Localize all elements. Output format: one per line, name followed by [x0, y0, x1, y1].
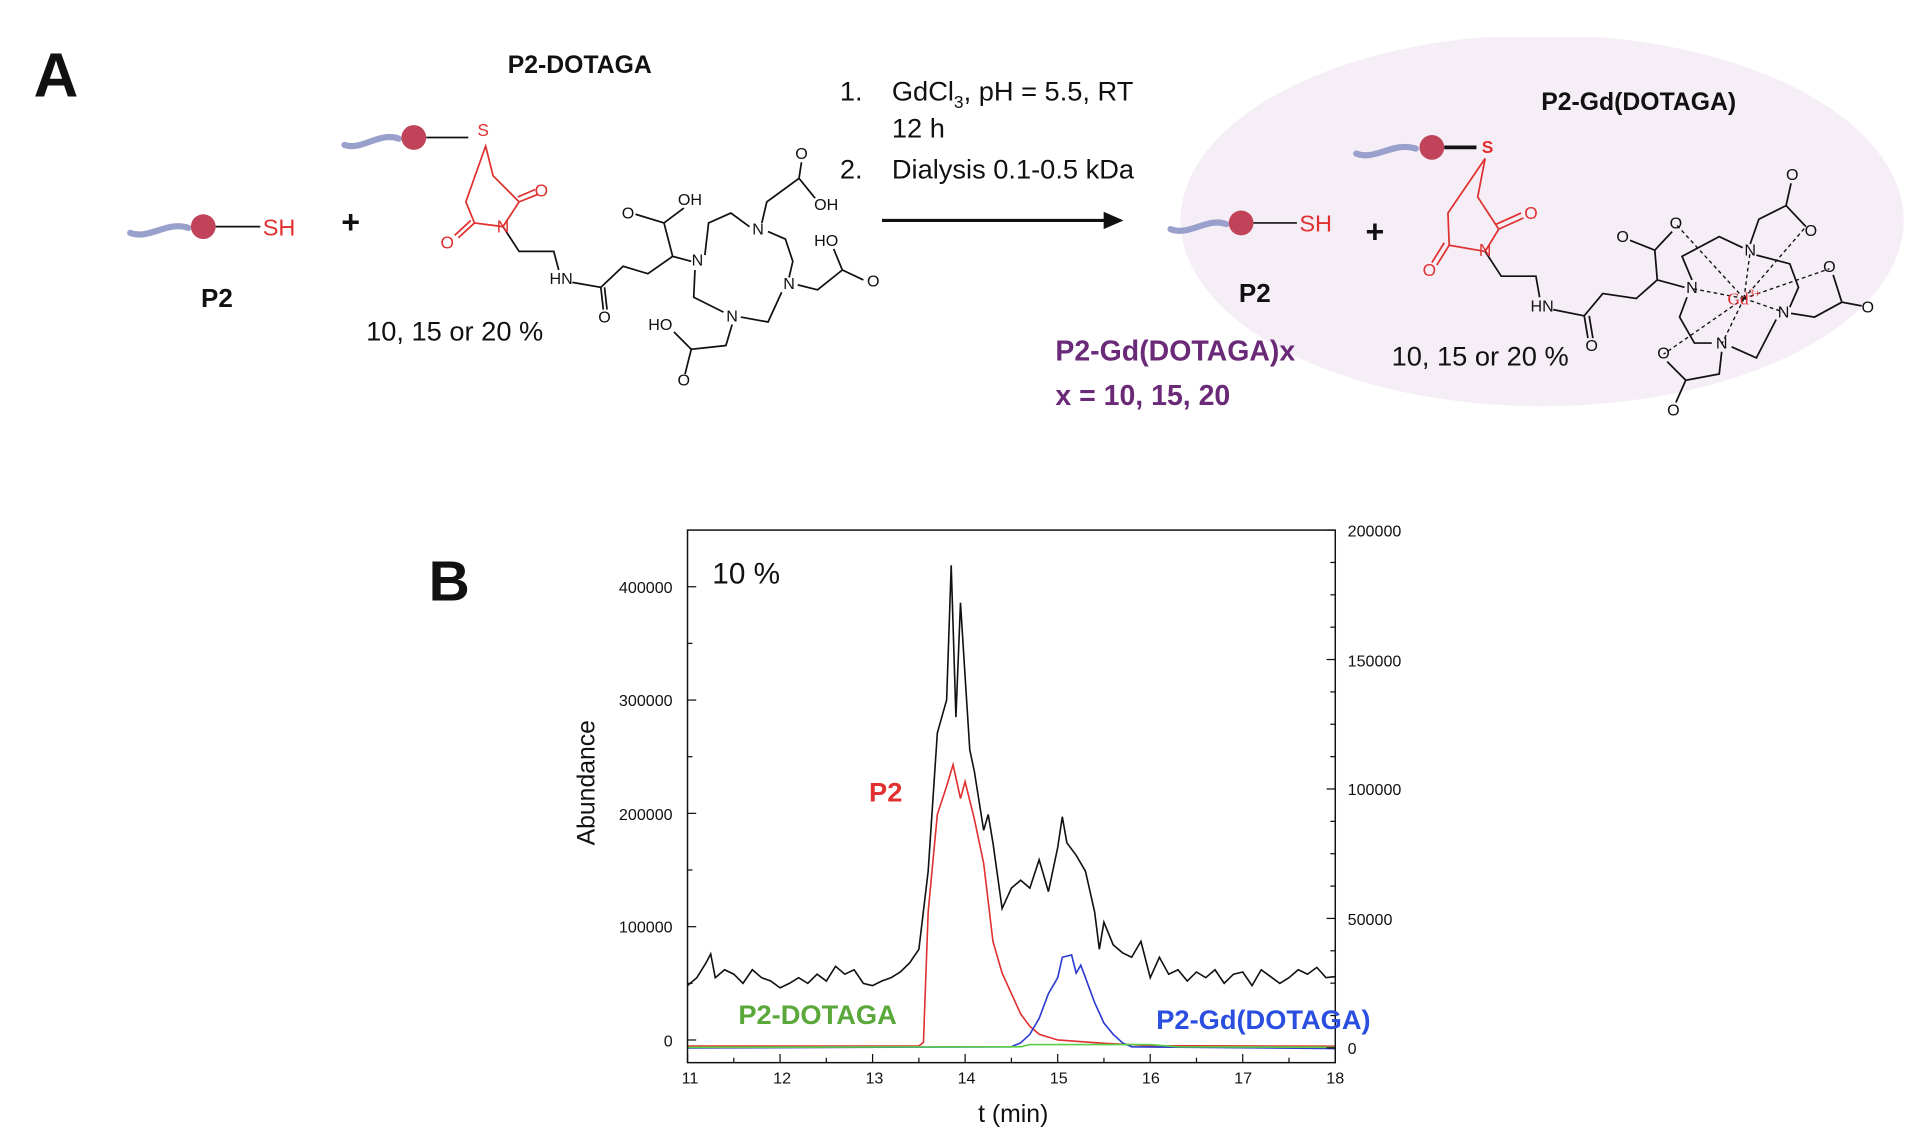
dotaga-title: P2-DOTAGA	[508, 52, 652, 79]
atom-label: N	[726, 307, 738, 325]
ticks-layer	[686, 529, 1336, 1063]
step1-text: GdCl3, pH = 5.5, RT	[892, 75, 1134, 111]
x-tick-label: 17	[1234, 1070, 1252, 1088]
y-right-tick-label: 200000	[1348, 522, 1402, 540]
atom-label: S	[1482, 137, 1494, 157]
panel-a-label: A	[34, 42, 79, 111]
atom-label: O	[535, 181, 548, 201]
series-line-2	[687, 954, 1336, 1050]
atom-label: HN	[1530, 297, 1553, 315]
y-left-tick-label: 0	[664, 1033, 673, 1051]
x-tick-label: 12	[773, 1070, 791, 1088]
y-axis-title: Abundance	[574, 720, 601, 845]
p2-gd-dotaga-structure: S O N O HN O O O N N N N O O O O O O Gd3…	[1353, 134, 1875, 419]
step1-time: 12 h	[892, 112, 945, 143]
y-left-tick-label: 300000	[619, 692, 673, 710]
atom-label: O	[678, 372, 691, 390]
atom-label: O	[1524, 203, 1537, 223]
atom-label: OH	[678, 191, 702, 209]
atom-label: O	[622, 205, 635, 223]
y-left-tick-label: 200000	[619, 806, 673, 824]
atom-label: N	[1744, 242, 1756, 260]
atom-label: N	[1479, 240, 1492, 260]
p2-dotaga-structure: S O N O HN O O OH N N N N O OH O HO O HO	[341, 120, 880, 390]
x-tick-label: 14	[958, 1070, 976, 1088]
atom-label: S	[477, 120, 489, 140]
y-right-tick-label: 100000	[1348, 781, 1402, 799]
series-layer	[687, 565, 1336, 1050]
reaction-conditions: 1. GdCl3, pH = 5.5, RT 12 h 2. Dialysis …	[840, 75, 1135, 184]
step2-text: Dialysis 0.1-0.5 kDa	[892, 153, 1135, 184]
atom-label: O	[1616, 228, 1629, 246]
atom-label: HO	[648, 316, 672, 334]
atom-label: O	[1862, 299, 1875, 317]
sh-label: SH	[1299, 211, 1332, 237]
x-tick-label: 15	[1050, 1070, 1068, 1088]
product-title: P2-Gd(DOTAGA)	[1541, 89, 1736, 116]
plot-frame	[686, 529, 1337, 1064]
series-line-3	[687, 1043, 1336, 1049]
percent-label: 10, 15 or 20 %	[366, 316, 543, 347]
polymer-chain	[127, 223, 192, 238]
atom-label: N	[497, 216, 510, 236]
step-number: 1.	[840, 75, 863, 106]
atom-label: N	[692, 252, 704, 270]
atom-label: O	[1823, 258, 1836, 276]
reaction-arrow-icon	[881, 211, 1124, 230]
product-name: P2-Gd(DOTAGA)x	[1055, 335, 1295, 367]
atom-label: O	[1423, 260, 1436, 280]
x-tick-label: 11	[682, 1070, 699, 1088]
atom-label: O	[1667, 401, 1680, 419]
plus-sign: +	[341, 204, 360, 240]
atom-label: O	[1670, 214, 1683, 232]
annotation-p2: P2	[869, 776, 902, 807]
series-line-0	[687, 565, 1336, 989]
atom-label: O	[598, 309, 611, 327]
p2-label: P2	[1239, 278, 1271, 308]
atom-label: N	[1716, 335, 1728, 353]
x-tick-label: 13	[865, 1070, 883, 1088]
product-percent: 10, 15 or 20 %	[1392, 340, 1569, 371]
atom-label: N	[1686, 279, 1698, 297]
p2-label: P2	[201, 283, 233, 313]
inset-label: 10 %	[712, 557, 780, 590]
p2-reactant: SH P2	[127, 214, 296, 313]
atom-label: O	[795, 145, 808, 163]
atom-label: O	[441, 233, 454, 253]
atom-label: O	[1657, 344, 1670, 362]
y-left-tick-label: 100000	[619, 919, 673, 937]
atom-label: O	[1585, 337, 1598, 355]
annotation-p2-dotaga: P2-DOTAGA	[738, 999, 896, 1030]
plus-sign: +	[1365, 214, 1384, 250]
atom-label: O	[1786, 166, 1799, 184]
gd-ion-label: Gd3+	[1727, 288, 1760, 308]
atom-label: O	[1805, 222, 1818, 240]
p2-product: SH P2	[1167, 210, 1332, 308]
x-axis-title: t (min)	[978, 1101, 1048, 1128]
x-tick-label: 16	[1142, 1070, 1160, 1088]
series-line-1	[687, 761, 1336, 1047]
annotation-p2-gd-dotaga: P2-Gd(DOTAGA)	[1156, 1004, 1370, 1035]
x-tick-label: 18	[1326, 1070, 1344, 1088]
panel-b-label: B	[429, 550, 470, 614]
y-right-tick-label: 0	[1348, 1040, 1357, 1058]
chromatogram-chart: 11 12 13 14 15 16 17 18 0 100000 200000 …	[574, 522, 1402, 1128]
step-number: 2.	[840, 153, 863, 184]
product-highlight	[1180, 34, 1904, 407]
atom-label: N	[1778, 304, 1790, 322]
atom-label: HN	[550, 270, 573, 288]
atom-label: OH	[814, 196, 838, 214]
atom-label: N	[752, 221, 764, 239]
y-right-tick-label: 50000	[1348, 911, 1393, 929]
y-left-tick-label: 400000	[619, 579, 673, 597]
y-right-tick-label: 150000	[1348, 652, 1402, 670]
sh-label: SH	[263, 214, 296, 240]
atom-label: O	[867, 273, 880, 291]
product-x-values: x = 10, 15, 20	[1055, 380, 1230, 412]
atom-label: HO	[814, 232, 838, 250]
bead-icon	[190, 214, 216, 240]
atom-label: N	[783, 275, 795, 293]
